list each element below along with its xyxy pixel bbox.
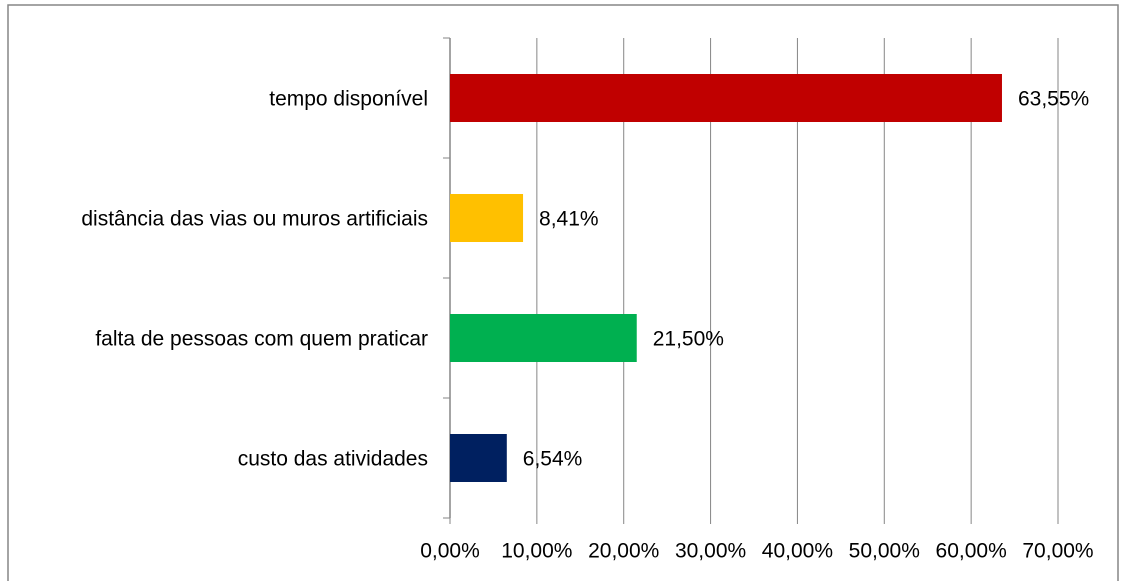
y-tick-label: custo das atividades: [238, 448, 428, 471]
bar: [450, 314, 637, 362]
data-label: 63,55%: [1018, 88, 1089, 111]
data-label: 21,50%: [653, 328, 724, 351]
bar: [450, 74, 1002, 122]
y-tick-label: falta de pessoas com quem praticar: [95, 328, 428, 351]
x-tick-label: 20,00%: [588, 540, 659, 563]
y-tick-label: tempo disponível: [269, 88, 428, 111]
bar: [450, 194, 524, 242]
x-tick-label: 70,00%: [1022, 540, 1093, 563]
data-label: 8,41%: [539, 208, 599, 231]
x-tick-label: 10,00%: [501, 540, 572, 563]
x-tick-label: 0,00%: [420, 540, 480, 563]
bar: [450, 434, 507, 482]
x-tick-label: 60,00%: [936, 540, 1007, 563]
y-tick-label: distância das vias ou muros artificiais: [81, 208, 428, 231]
x-tick-label: 50,00%: [849, 540, 920, 563]
x-tick-label: 30,00%: [675, 540, 746, 563]
data-label: 6,54%: [523, 448, 583, 471]
x-tick-label: 40,00%: [762, 540, 833, 563]
